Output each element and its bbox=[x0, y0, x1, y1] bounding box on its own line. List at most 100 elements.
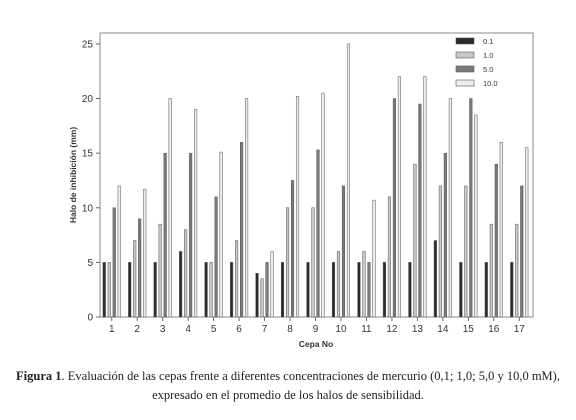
bar-cepa-1-series-5.0 bbox=[112, 207, 116, 318]
bar-cepa-6-series-10.0 bbox=[245, 98, 249, 318]
bar-cepa-16-series-1.0 bbox=[489, 223, 493, 318]
bar-cepa-13-series-10.0 bbox=[423, 76, 427, 318]
bar-cepa-1-series-10.0 bbox=[117, 185, 121, 318]
bar-cepa-4-series-10.0 bbox=[194, 109, 198, 318]
x-tick-label: 3 bbox=[160, 324, 166, 335]
bar-cepa-15-series-10.0 bbox=[474, 114, 478, 318]
bar-cepa-5-series-0.1 bbox=[204, 262, 208, 318]
bar-cepa-16-series-5.0 bbox=[494, 163, 498, 318]
bar-cepa-9-series-0.1 bbox=[306, 262, 310, 318]
bar-cepa-4-series-5.0 bbox=[189, 152, 193, 318]
bar-cepa-16-series-0.1 bbox=[484, 262, 488, 318]
bar-cepa-10-series-0.1 bbox=[331, 262, 336, 318]
bar-cepa-11-series-1.0 bbox=[362, 251, 366, 318]
bar-cepa-16-series-10.0 bbox=[499, 141, 503, 318]
bar-cepa-8-series-1.0 bbox=[285, 207, 290, 318]
bar-cepa-17-series-5.0 bbox=[520, 185, 524, 318]
bar-cepa-3-series-5.0 bbox=[163, 152, 167, 318]
bar-cepa-4-series-0.1 bbox=[179, 251, 183, 318]
bar-cepa-2-series-10.0 bbox=[143, 188, 147, 318]
bar-cepa-13-series-1.0 bbox=[413, 163, 417, 318]
bar-cepa-14-series-10.0 bbox=[448, 98, 452, 318]
bar-cepa-13-series-0.1 bbox=[408, 262, 412, 318]
y-tick-label: 20 bbox=[82, 94, 94, 105]
x-axis-label: Cepa No bbox=[299, 339, 333, 349]
bar-cepa-6-series-5.0 bbox=[240, 141, 244, 318]
x-tick-label: 11 bbox=[361, 324, 372, 335]
bar-cepa-6-series-0.1 bbox=[230, 262, 234, 318]
y-tick-label: 10 bbox=[82, 203, 94, 214]
legend-label: 10.0 bbox=[483, 79, 498, 88]
bar-cepa-8-series-10.0 bbox=[295, 96, 300, 318]
x-tick-label: 17 bbox=[514, 324, 526, 335]
x-tick-label: 12 bbox=[386, 324, 398, 335]
bar-cepa-17-series-0.1 bbox=[510, 262, 514, 318]
bar-cepa-3-series-0.1 bbox=[153, 262, 157, 318]
x-tick-label: 15 bbox=[463, 324, 475, 335]
y-tick-label: 25 bbox=[82, 39, 94, 50]
x-tick-label: 13 bbox=[412, 324, 424, 335]
y-tick-label: 15 bbox=[82, 149, 94, 160]
x-tick-label: 9 bbox=[313, 324, 319, 335]
bar-cepa-10-series-5.0 bbox=[341, 185, 346, 318]
legend-swatch bbox=[455, 79, 475, 87]
x-tick-label: 1 bbox=[109, 324, 115, 335]
legend-label: 5.0 bbox=[483, 65, 493, 74]
x-tick-label: 6 bbox=[236, 324, 242, 335]
bar-cepa-12-series-0.1 bbox=[382, 262, 386, 318]
bar-cepa-6-series-1.0 bbox=[235, 240, 239, 318]
figure-caption: Figura 1. Evaluación de las cepas frente… bbox=[0, 367, 576, 405]
bar-cepa-14-series-1.0 bbox=[438, 185, 442, 318]
caption-line-2: expresado en el promedio de los halos de… bbox=[152, 388, 424, 402]
y-axis-ticks: 0 5 10 15 20 25 bbox=[82, 39, 100, 324]
bar-cepa-12-series-5.0 bbox=[392, 98, 396, 318]
bar-cepa-14-series-0.1 bbox=[433, 240, 437, 318]
bar-cepa-15-series-5.0 bbox=[469, 98, 473, 318]
bar-cepa-15-series-1.0 bbox=[464, 185, 468, 318]
legend-swatch bbox=[455, 37, 475, 45]
bar-cepa-10-series-1.0 bbox=[336, 251, 341, 318]
x-axis-ticks: 1 2 3 4 5 6 7 8 9 10 11 12 13 14 15 16 17 bbox=[109, 317, 525, 335]
bar-cepa-11-series-10.0 bbox=[372, 199, 376, 318]
bar-cepa-13-series-5.0 bbox=[418, 103, 422, 318]
caption-text: . Evaluación de las cepas frente a difer… bbox=[61, 369, 560, 383]
bar-cepa-7-series-5.0 bbox=[265, 262, 269, 318]
bar-cepa-1-series-0.1 bbox=[102, 262, 106, 318]
bar-cepa-8-series-5.0 bbox=[290, 180, 295, 318]
legend-label: 0.1 bbox=[483, 37, 493, 46]
x-tick-label: 8 bbox=[287, 324, 293, 335]
bar-cepa-9-series-1.0 bbox=[311, 207, 315, 318]
x-tick-label: 2 bbox=[134, 324, 140, 335]
bars bbox=[102, 43, 529, 318]
x-tick-label: 4 bbox=[185, 324, 191, 335]
x-tick-label: 16 bbox=[488, 324, 500, 335]
bar-cepa-7-series-1.0 bbox=[260, 278, 264, 318]
bar-cepa-8-series-0.1 bbox=[280, 262, 285, 318]
bar-cepa-15-series-0.1 bbox=[459, 262, 463, 318]
x-tick-label: 5 bbox=[211, 324, 217, 335]
bar-cepa-4-series-1.0 bbox=[184, 229, 188, 318]
bar-cepa-3-series-10.0 bbox=[168, 98, 172, 318]
legend: 0.1 1.0 5.0 10.0 bbox=[455, 37, 498, 88]
bar-cepa-1-series-1.0 bbox=[107, 262, 111, 318]
bar-cepa-17-series-1.0 bbox=[515, 223, 519, 318]
y-tick-label: 5 bbox=[87, 258, 93, 269]
x-tick-label: 14 bbox=[437, 324, 449, 335]
bar-cepa-11-series-5.0 bbox=[367, 262, 371, 318]
bar-cepa-2-series-1.0 bbox=[133, 240, 137, 318]
bar-cepa-5-series-1.0 bbox=[209, 262, 213, 318]
legend-label: 1.0 bbox=[483, 51, 493, 60]
y-tick-label: 0 bbox=[87, 313, 93, 324]
legend-swatch bbox=[455, 65, 475, 73]
x-tick-label: 7 bbox=[262, 324, 268, 335]
bar-cepa-5-series-10.0 bbox=[219, 151, 223, 318]
bar-cepa-2-series-0.1 bbox=[128, 262, 132, 318]
legend-swatch bbox=[455, 51, 475, 59]
x-tick-label: 10 bbox=[335, 324, 347, 335]
bar-cepa-7-series-0.1 bbox=[255, 273, 259, 318]
bar-cepa-12-series-10.0 bbox=[397, 76, 401, 318]
bar-cepa-11-series-0.1 bbox=[357, 262, 361, 318]
bar-cepa-9-series-10.0 bbox=[321, 92, 325, 318]
caption-label: Figura 1 bbox=[16, 369, 62, 383]
